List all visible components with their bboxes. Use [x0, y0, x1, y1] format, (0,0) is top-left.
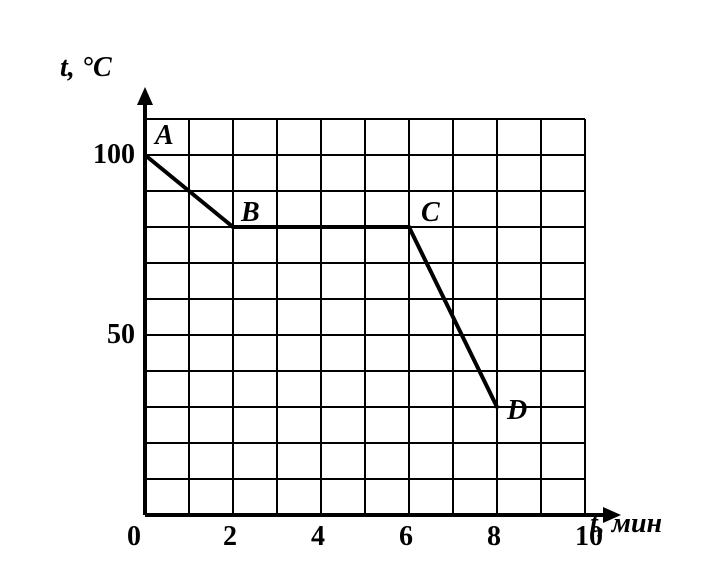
- x-tick-label: 6: [399, 521, 413, 553]
- x-tick-label: 0: [127, 521, 141, 553]
- point-label-a: A: [155, 120, 174, 152]
- x-tick-label: 10: [575, 521, 603, 553]
- x-tick-label: 8: [487, 521, 501, 553]
- y-tick-label: 100: [93, 139, 135, 171]
- y-tick-label: 50: [107, 319, 135, 351]
- chart-container: t, °C t, мин 50100 0246810 ABCD: [50, 60, 670, 510]
- y-axis-label: t, °C: [60, 52, 112, 84]
- point-label-d: D: [507, 395, 527, 427]
- x-tick-label: 4: [311, 521, 325, 553]
- y-axis-label-text: t, °C: [60, 52, 112, 83]
- point-label-c: C: [421, 197, 440, 229]
- point-label-b: B: [241, 197, 260, 229]
- x-tick-label: 2: [223, 521, 237, 553]
- chart-svg: [50, 60, 670, 580]
